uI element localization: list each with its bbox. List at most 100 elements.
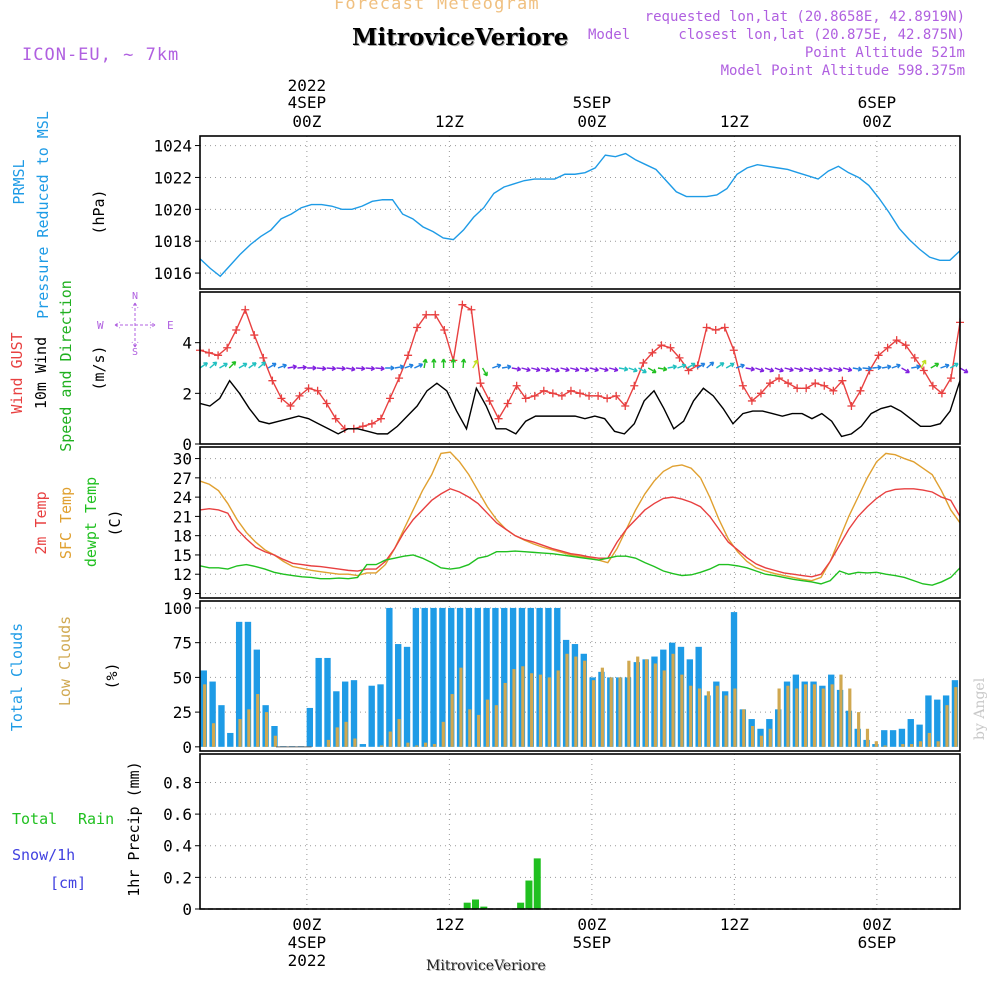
low-cloud-bar (804, 684, 807, 747)
rain-bar (517, 903, 524, 909)
low-cloud-bar (769, 729, 772, 747)
total-cloud-bar (413, 608, 419, 747)
gust-marker (802, 384, 810, 392)
wind-arrow (385, 366, 394, 370)
label-cm: [cm] (50, 874, 86, 892)
gust-marker (558, 392, 566, 400)
series-line (200, 489, 960, 577)
gust-marker (549, 389, 557, 397)
low-cloud-bar (636, 657, 639, 747)
low-cloud-bar (336, 727, 339, 746)
low-cloud-bar (530, 673, 533, 747)
total-cloud-bar (430, 608, 436, 747)
wind-arrow (561, 367, 570, 371)
low-cloud-bar (380, 745, 383, 746)
wind-arrow (405, 364, 413, 368)
label-ms: (m/s) (90, 345, 108, 390)
low-cloud-bar (495, 705, 498, 747)
wind-arrow (599, 367, 608, 371)
bottom-time-label: 12Z (720, 915, 749, 934)
y-tick-label: 1022 (153, 168, 192, 187)
wind-arrow (210, 362, 217, 368)
wind-arrow (288, 365, 297, 369)
compass-rose (115, 303, 155, 347)
wind-arrow (200, 363, 207, 368)
y-tick-label: 100 (163, 599, 192, 618)
gust-marker (540, 387, 548, 395)
low-cloud-bar (512, 669, 515, 747)
top-time-label: 00Z (292, 112, 321, 131)
gust-marker (467, 306, 475, 314)
top-time-label: 00Z (862, 112, 891, 131)
top-time-label: 5SEP (573, 93, 612, 112)
gust-marker (386, 394, 394, 402)
label-sfc-temp: SFC Temp (57, 487, 75, 559)
low-cloud-bar (813, 684, 816, 747)
low-cloud-bar (433, 744, 436, 747)
gust-marker (811, 379, 819, 387)
label-percent: (%) (103, 662, 121, 689)
y-tick-label: 0.2 (163, 868, 192, 887)
panel-temperature: 912151821242730 (173, 447, 960, 604)
wind-arrow (941, 364, 949, 368)
wind-arrow (755, 368, 763, 372)
label-rain: Rain (78, 810, 114, 828)
low-cloud-bar (831, 684, 834, 747)
panel-pressure: 10161018102010221024 (153, 136, 960, 289)
gust-marker (739, 382, 747, 390)
y-tick-label: 0.4 (163, 837, 192, 856)
y-tick-label: 1018 (153, 232, 192, 251)
gust-marker (793, 384, 801, 392)
low-cloud-bar (751, 726, 754, 747)
gust-marker (730, 346, 738, 354)
low-cloud-bar (601, 668, 604, 747)
total-cloud-bar (351, 680, 357, 747)
wind-arrow (619, 367, 628, 371)
gust-marker (775, 374, 783, 382)
wind-arrow (775, 368, 783, 372)
low-cloud-bar (945, 705, 948, 747)
low-cloud-bar (919, 741, 922, 747)
low-cloud-bar (203, 684, 206, 747)
low-cloud-bar (901, 744, 904, 747)
y-tick-label: 2 (182, 384, 192, 403)
wind-arrow (423, 359, 427, 368)
low-cloud-bar (937, 741, 940, 747)
low-cloud-bar (548, 677, 551, 746)
total-cloud-bar (227, 733, 233, 747)
low-cloud-bar (521, 666, 524, 747)
wind-arrow (872, 365, 881, 369)
y-tick-label: 0 (182, 900, 192, 919)
wind-arrow (833, 367, 842, 371)
y-tick-label: 21 (173, 507, 192, 526)
low-cloud-bar (839, 675, 842, 747)
low-cloud-bar (406, 743, 409, 747)
wind-arrow (765, 368, 773, 372)
compass-e: E (167, 319, 174, 332)
gust-marker (368, 420, 376, 428)
label-1hr-precip: 1hr Precip (mm) (125, 761, 143, 896)
low-cloud-bar (689, 686, 692, 747)
low-cloud-bar (618, 677, 621, 746)
wind-arrow (843, 367, 852, 371)
wind-arrow (707, 362, 714, 368)
wind-arrow (580, 367, 589, 371)
low-cloud-bar (459, 668, 462, 747)
compass-n: N (132, 291, 138, 302)
label-dewpt-temp: dewpt Temp (82, 477, 100, 567)
label-pressure: Pressure Reduced to MSL (34, 111, 52, 319)
wind-arrow (219, 363, 227, 368)
wind-arrow (648, 368, 656, 373)
low-cloud-bar (848, 689, 851, 747)
low-cloud-bar (486, 700, 489, 747)
gust-marker (630, 382, 638, 390)
gust-marker (847, 402, 855, 410)
wind-arrow (239, 363, 247, 368)
low-cloud-bar (353, 739, 356, 747)
low-cloud-bar (910, 744, 913, 747)
wind-arrow (570, 367, 579, 371)
compass-w: W (97, 319, 104, 332)
low-cloud-bar (875, 741, 878, 747)
gust-marker (431, 311, 439, 319)
wind-arrow (258, 362, 265, 368)
